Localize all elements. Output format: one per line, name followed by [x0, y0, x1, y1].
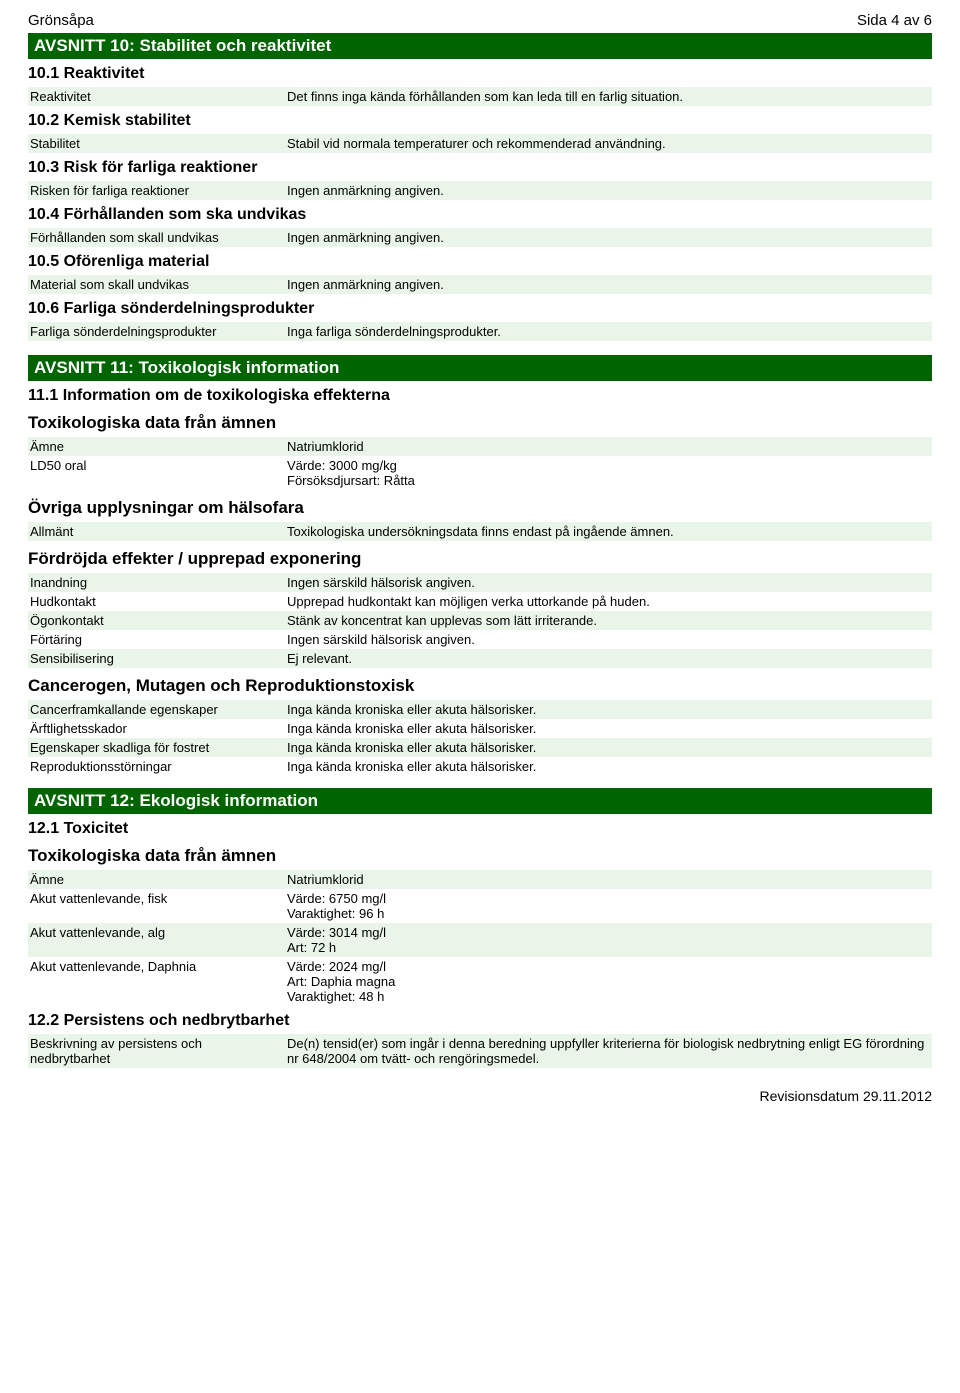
- value: Stänk av koncentrat kan upplevas som lät…: [283, 613, 932, 628]
- label: Egenskaper skadliga för fostret: [28, 740, 283, 755]
- page-number: Sida 4 av 6: [857, 12, 932, 29]
- heading-10-4: 10.4 Förhållanden som ska undvikas: [28, 206, 932, 224]
- value-line: Varaktighet: 48 h: [287, 989, 932, 1004]
- section-10-title: AVSNITT 10: Stabilitet och reaktivitet: [28, 33, 932, 59]
- sub-cmr: Cancerogen, Mutagen och Reproduktionstox…: [28, 676, 932, 696]
- value: Värde: 3014 mg/l Art: 72 h: [283, 925, 932, 955]
- value-line: Försöksdjursart: Råtta: [287, 473, 932, 488]
- value: Ingen anmärkning angiven.: [283, 183, 932, 198]
- label: Cancerframkallande egenskaper: [28, 702, 283, 717]
- product-name: Grönsåpa: [28, 12, 94, 29]
- heading-10-3: 10.3 Risk för farliga reaktioner: [28, 159, 932, 177]
- label: Hudkontakt: [28, 594, 283, 609]
- value-line: Värde: 3000 mg/kg: [287, 458, 932, 473]
- heading-10-2: 10.2 Kemisk stabilitet: [28, 112, 932, 130]
- label: Akut vattenlevande, fisk: [28, 891, 283, 906]
- label: Sensibilisering: [28, 651, 283, 666]
- label: Farliga sönderdelningsprodukter: [28, 324, 283, 339]
- label: Reproduktionsstörningar: [28, 759, 283, 774]
- label: Ögonkontakt: [28, 613, 283, 628]
- page-header: Grönsåpa Sida 4 av 6: [28, 12, 932, 29]
- row-inandning: Inandning Ingen särskild hälsorisk angiv…: [28, 573, 932, 592]
- value: Inga kända kroniska eller akuta hälsoris…: [283, 702, 932, 717]
- value: Värde: 2024 mg/l Art: Daphia magna Varak…: [283, 959, 932, 1004]
- value: Inga kända kroniska eller akuta hälsoris…: [283, 721, 932, 736]
- value-line: Varaktighet: 96 h: [287, 906, 932, 921]
- row-material: Material som skall undvikas Ingen anmärk…: [28, 275, 932, 294]
- value: Ingen anmärkning angiven.: [283, 230, 932, 245]
- value: Det finns inga kända förhållanden som ka…: [283, 89, 932, 104]
- row-forhallanden: Förhållanden som skall undvikas Ingen an…: [28, 228, 932, 247]
- row-amne: Ämne Natriumklorid: [28, 437, 932, 456]
- row-ld50: LD50 oral Värde: 3000 mg/kg Försöksdjurs…: [28, 456, 932, 490]
- heading-10-1: 10.1 Reaktivitet: [28, 65, 932, 83]
- sub-tox-data-12: Toxikologiska data från ämnen: [28, 846, 932, 866]
- revision-date: Revisionsdatum 29.11.2012: [28, 1088, 932, 1104]
- row-stabilitet: Stabilitet Stabil vid normala temperatur…: [28, 134, 932, 153]
- heading-11-1: 11.1 Information om de toxikologiska eff…: [28, 387, 932, 405]
- value: Upprepad hudkontakt kan möjligen verka u…: [283, 594, 932, 609]
- sub-halsofara: Övriga upplysningar om hälsofara: [28, 498, 932, 518]
- heading-10-5: 10.5 Oförenliga material: [28, 253, 932, 271]
- value: Inga farliga sönderdelningsprodukter.: [283, 324, 932, 339]
- section-11-title: AVSNITT 11: Toxikologisk information: [28, 355, 932, 381]
- row-persistens: Beskrivning av persistens och nedbrytbar…: [28, 1034, 932, 1068]
- row-amne-12: Ämne Natriumklorid: [28, 870, 932, 889]
- label: Akut vattenlevande, Daphnia: [28, 959, 283, 974]
- row-reaktivitet: Reaktivitet Det finns inga kända förhåll…: [28, 87, 932, 106]
- value: Natriumklorid: [283, 872, 932, 887]
- value-line: Art: Daphia magna: [287, 974, 932, 989]
- value: Inga kända kroniska eller akuta hälsoris…: [283, 759, 932, 774]
- label: Akut vattenlevande, alg: [28, 925, 283, 940]
- row-cancer: Cancerframkallande egenskaper Inga kända…: [28, 700, 932, 719]
- heading-10-6: 10.6 Farliga sönderdelningsprodukter: [28, 300, 932, 318]
- heading-12-1: 12.1 Toxicitet: [28, 820, 932, 838]
- value-line: Art: 72 h: [287, 940, 932, 955]
- sub-tox-data: Toxikologiska data från ämnen: [28, 413, 932, 433]
- label: Förtäring: [28, 632, 283, 647]
- sub-fordrojd: Fördröjda effekter / upprepad exponering: [28, 549, 932, 569]
- value: Inga kända kroniska eller akuta hälsoris…: [283, 740, 932, 755]
- label: Ärftlighetsskador: [28, 721, 283, 736]
- value: Ingen särskild hälsorisk angiven.: [283, 632, 932, 647]
- label: Beskrivning av persistens och nedbrytbar…: [28, 1036, 283, 1066]
- label: LD50 oral: [28, 458, 283, 473]
- label: Risken för farliga reaktioner: [28, 183, 283, 198]
- value: Värde: 6750 mg/l Varaktighet: 96 h: [283, 891, 932, 921]
- label: Ämne: [28, 439, 283, 454]
- value: Ingen anmärkning angiven.: [283, 277, 932, 292]
- value-line: Värde: 6750 mg/l: [287, 891, 932, 906]
- value: Natriumklorid: [283, 439, 932, 454]
- label: Stabilitet: [28, 136, 283, 151]
- row-allmant: Allmänt Toxikologiska undersökningsdata …: [28, 522, 932, 541]
- value-line: Värde: 2024 mg/l: [287, 959, 932, 974]
- row-hudkontakt: Hudkontakt Upprepad hudkontakt kan möjli…: [28, 592, 932, 611]
- row-ogonkontakt: Ögonkontakt Stänk av koncentrat kan uppl…: [28, 611, 932, 630]
- row-fortaring: Förtäring Ingen särskild hälsorisk angiv…: [28, 630, 932, 649]
- row-risk: Risken för farliga reaktioner Ingen anmä…: [28, 181, 932, 200]
- label: Allmänt: [28, 524, 283, 539]
- value: Stabil vid normala temperaturer och reko…: [283, 136, 932, 151]
- value: Toxikologiska undersökningsdata finns en…: [283, 524, 932, 539]
- value-line: Värde: 3014 mg/l: [287, 925, 932, 940]
- row-reproduktion: Reproduktionsstörningar Inga kända kroni…: [28, 757, 932, 776]
- row-arftlighet: Ärftlighetsskador Inga kända kroniska el…: [28, 719, 932, 738]
- row-foster: Egenskaper skadliga för fostret Inga kän…: [28, 738, 932, 757]
- value: De(n) tensid(er) som ingår i denna bered…: [283, 1036, 932, 1066]
- row-daphnia: Akut vattenlevande, Daphnia Värde: 2024 …: [28, 957, 932, 1006]
- heading-12-2: 12.2 Persistens och nedbrytbarhet: [28, 1012, 932, 1030]
- label: Reaktivitet: [28, 89, 283, 104]
- value: Ingen särskild hälsorisk angiven.: [283, 575, 932, 590]
- row-alg: Akut vattenlevande, alg Värde: 3014 mg/l…: [28, 923, 932, 957]
- section-12-title: AVSNITT 12: Ekologisk information: [28, 788, 932, 814]
- row-sensibilisering: Sensibilisering Ej relevant.: [28, 649, 932, 668]
- row-fisk: Akut vattenlevande, fisk Värde: 6750 mg/…: [28, 889, 932, 923]
- label: Ämne: [28, 872, 283, 887]
- value: Ej relevant.: [283, 651, 932, 666]
- label: Inandning: [28, 575, 283, 590]
- row-sonderdel: Farliga sönderdelningsprodukter Inga far…: [28, 322, 932, 341]
- label: Material som skall undvikas: [28, 277, 283, 292]
- value: Värde: 3000 mg/kg Försöksdjursart: Råtta: [283, 458, 932, 488]
- label: Förhållanden som skall undvikas: [28, 230, 283, 245]
